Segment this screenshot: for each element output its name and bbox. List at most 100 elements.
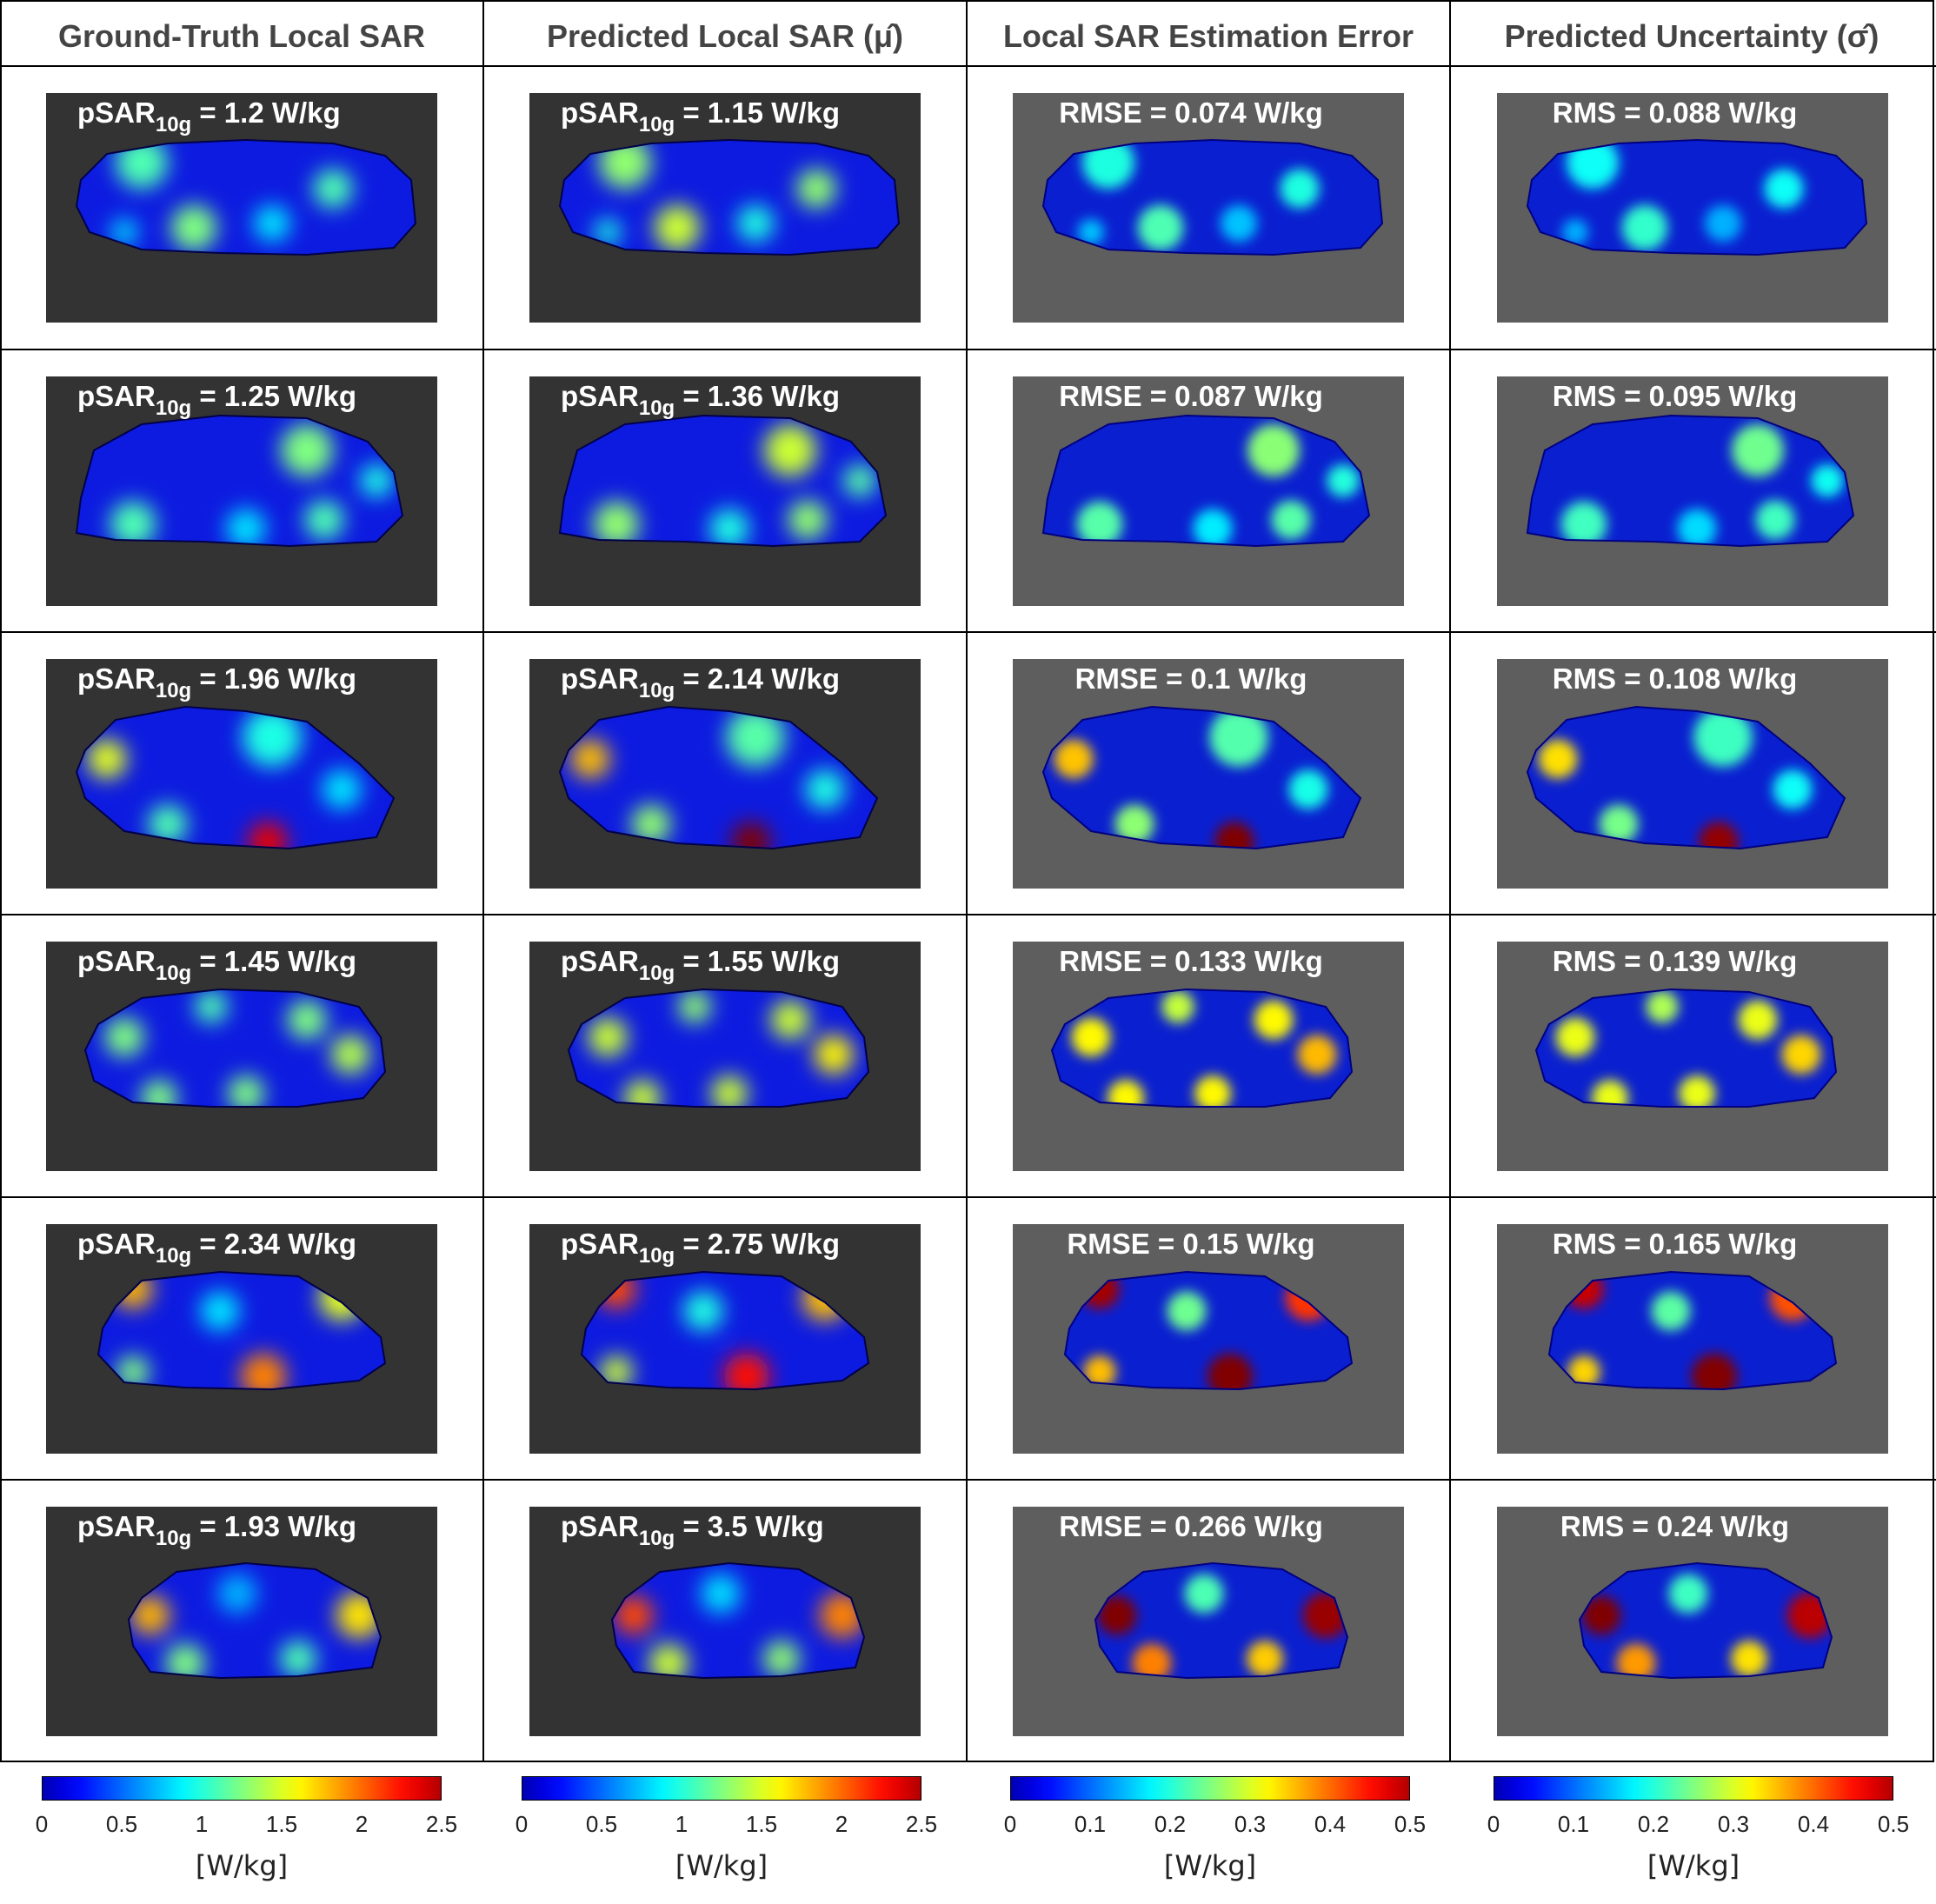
psar-value: = 1.93 W/kg: [191, 1509, 357, 1542]
predicted-sar-map: pSAR10g = 1.55 W/kg: [529, 941, 921, 1171]
heatmap-svg: [529, 658, 921, 889]
panel-label: RMSE = 0.15 W/kg: [995, 1228, 1387, 1261]
hotspot: [1764, 169, 1803, 209]
hotspot: [287, 1000, 327, 1039]
psar-prefix: pSAR: [77, 662, 156, 695]
panel-label: RMSE = 0.133 W/kg: [995, 945, 1387, 978]
rmse-value: RMSE = 0.15 W/kg: [1067, 1227, 1315, 1260]
colorbar-tick-label: 0: [515, 1811, 529, 1837]
predicted-sar-map: pSAR10g = 3.5 W/kg: [529, 1506, 921, 1736]
hotspot: [1567, 1355, 1600, 1388]
hotspot: [723, 1353, 770, 1389]
head-outline: [1063, 1270, 1354, 1390]
hotspot: [1755, 500, 1794, 539]
panel-label: RMSE = 0.1 W/kg: [995, 662, 1387, 696]
hotspot: [1078, 219, 1104, 245]
hotspot: [104, 1017, 144, 1056]
heatmap-svg: [46, 93, 437, 323]
psar-prefix: pSAR: [77, 944, 156, 977]
panel-label: RMS = 0.165 W/kg: [1480, 1228, 1871, 1261]
colorbar-tick-label: 1: [195, 1811, 209, 1837]
heatmap-svg: [529, 1506, 921, 1736]
psar-prefix: pSAR: [77, 379, 156, 412]
estimation-error-map: RMSE = 0.087 W/kg: [1013, 376, 1404, 606]
hotspot: [678, 989, 711, 1023]
colorbar-gradient: [522, 1777, 921, 1800]
colorbar-tick-label: 2: [355, 1811, 369, 1837]
hotspot: [1327, 463, 1360, 497]
heatmap-svg: [1496, 1223, 1888, 1454]
colorbar-tick-label: 2.5: [425, 1811, 458, 1837]
hotspot: [110, 501, 156, 546]
colorbar-tick-label: 0: [35, 1811, 49, 1837]
psar-subscript: 10g: [638, 1526, 675, 1550]
rms-value: RMS = 0.108 W/kg: [1552, 662, 1798, 695]
head-slice: [1065, 1271, 1352, 1389]
head-outline: [1526, 138, 1867, 256]
grid-vertical-line: [966, 0, 968, 1762]
hotspot: [1054, 739, 1094, 778]
heatmap-svg: [46, 1223, 437, 1454]
psar-prefix: pSAR: [561, 1227, 639, 1260]
hotspot: [170, 204, 217, 251]
colorbar-tick-label: 0.5: [105, 1811, 138, 1837]
hotspot: [843, 463, 876, 497]
colorbar-tick-label: 0.1: [1557, 1811, 1590, 1837]
psar-subscript: 10g: [155, 113, 192, 136]
panel-label: pSAR10g = 1.96 W/kg: [46, 662, 469, 703]
hotspot: [737, 205, 774, 242]
hotspot: [683, 1291, 723, 1330]
hotspot: [588, 1017, 628, 1056]
head-outline: [1094, 1561, 1349, 1679]
psar-value: = 2.14 W/kg: [675, 662, 841, 695]
psar-value: = 1.2 W/kg: [191, 97, 341, 129]
head-outline: [567, 988, 870, 1108]
heatmap-svg: [1013, 658, 1404, 889]
ground-truth-sar-map: pSAR10g = 1.2 W/kg: [46, 93, 437, 323]
hotspot: [248, 822, 288, 849]
hotspot: [701, 1574, 741, 1613]
hotspot: [1114, 804, 1154, 843]
hotspot: [111, 219, 137, 245]
hotspot: [87, 739, 127, 778]
hotspot: [1538, 739, 1577, 778]
head-outline: [558, 138, 901, 256]
hotspot: [1591, 1079, 1628, 1107]
hotspot: [1184, 1574, 1224, 1613]
colorbar-tick-label: 0.5: [585, 1811, 618, 1837]
hotspot: [226, 509, 266, 546]
panel-label: RMS = 0.139 W/kg: [1480, 945, 1871, 978]
hotspot: [1167, 1291, 1207, 1330]
psar-subscript: 10g: [638, 678, 675, 702]
colorbar-tick-label: 0.2: [1637, 1811, 1670, 1837]
colorbar: [1010, 1776, 1410, 1801]
head-outline: [580, 1270, 870, 1390]
psar-subscript: 10g: [638, 961, 675, 985]
colorbar-tick-label: 0: [1003, 1811, 1017, 1837]
hotspot: [788, 500, 828, 539]
psar-value: = 1.55 W/kg: [675, 944, 841, 977]
panel-label: RMS = 0.108 W/kg: [1480, 662, 1871, 696]
hotspot: [1108, 1079, 1144, 1107]
grid-horizontal-line: [0, 349, 1936, 350]
estimation-error-map: RMSE = 0.133 W/kg: [1013, 941, 1404, 1171]
hotspot: [1773, 769, 1812, 809]
panel-label: pSAR10g = 1.45 W/kg: [46, 945, 469, 986]
hotspot: [649, 1643, 689, 1678]
rms-value: RMS = 0.139 W/kg: [1552, 944, 1798, 977]
psar-prefix: pSAR: [561, 379, 639, 412]
uncertainty-map: RMS = 0.24 W/kg: [1496, 1506, 1888, 1736]
hotspot: [148, 804, 188, 843]
heatmap-svg: [529, 1223, 921, 1454]
hotspot: [1645, 989, 1679, 1023]
panel-label: pSAR10g = 1.93 W/kg: [46, 1510, 469, 1551]
psar-value: = 1.96 W/kg: [191, 662, 357, 695]
rmse-value: RMSE = 0.074 W/kg: [1059, 97, 1323, 129]
grid-horizontal-line: [0, 914, 1936, 915]
hotspot: [1297, 1035, 1337, 1074]
panel-label: pSAR10g = 1.55 W/kg: [529, 945, 952, 986]
colorbar-tick-label: 0.1: [1074, 1811, 1107, 1837]
ground-truth-sar-map: pSAR10g = 1.25 W/kg: [46, 376, 437, 606]
predicted-sar-map: pSAR10g = 1.15 W/kg: [529, 93, 921, 323]
hotspot: [1738, 1000, 1777, 1039]
